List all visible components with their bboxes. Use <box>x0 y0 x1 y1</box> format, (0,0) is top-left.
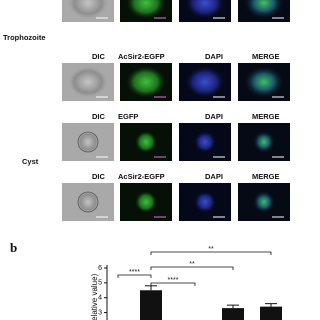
cell <box>77 131 99 153</box>
significance-bracket <box>117 274 152 278</box>
cell <box>68 0 108 19</box>
significance-bracket <box>150 251 272 255</box>
significance-label: **** <box>168 277 179 284</box>
cell-outline <box>77 131 99 153</box>
y-tick-label: 5 <box>98 280 102 287</box>
cell <box>126 0 166 19</box>
row-label: Trophozoite <box>3 33 46 42</box>
cell <box>135 131 157 153</box>
cell <box>253 191 275 213</box>
column-header: AcSir2-EGFP <box>118 52 165 61</box>
bar <box>260 306 282 320</box>
y-tick-label: 4 <box>98 295 102 302</box>
column-header: DIC <box>92 112 106 121</box>
y-axis-label: (relative value) <box>90 273 99 320</box>
cell <box>126 66 166 98</box>
cell <box>194 191 216 213</box>
cell <box>253 131 275 153</box>
column-header: DAPI <box>205 52 223 61</box>
y-tick-label: 6 <box>98 265 102 272</box>
column-header: EGFP <box>118 112 138 121</box>
significance-label: ** <box>208 246 214 253</box>
cell <box>194 131 216 153</box>
cell-outline <box>77 191 99 213</box>
row-label: Cyst <box>22 157 39 166</box>
cell <box>77 191 99 213</box>
cell <box>68 66 108 98</box>
significance-bracket <box>150 266 234 270</box>
column-header: DAPI <box>205 112 223 121</box>
significance-label: ** <box>189 261 195 268</box>
cell <box>244 0 284 19</box>
significance-label: **** <box>129 269 140 276</box>
cell <box>185 0 225 19</box>
cell <box>135 191 157 213</box>
column-header: DIC <box>92 172 106 181</box>
column-header: MERGE <box>252 172 280 181</box>
significance-bracket <box>150 282 196 286</box>
column-header: AcSir2-EGFP <box>118 172 165 181</box>
cell <box>185 66 225 98</box>
y-tick-label: 3 <box>98 309 102 316</box>
cell <box>244 66 284 98</box>
column-header: MERGE <box>252 52 280 61</box>
bar <box>222 308 244 320</box>
column-header: DAPI <box>205 172 223 181</box>
bar <box>140 290 162 320</box>
panel-label: b <box>10 240 17 255</box>
column-header: DIC <box>92 52 106 61</box>
column-header: MERGE <box>252 112 280 121</box>
